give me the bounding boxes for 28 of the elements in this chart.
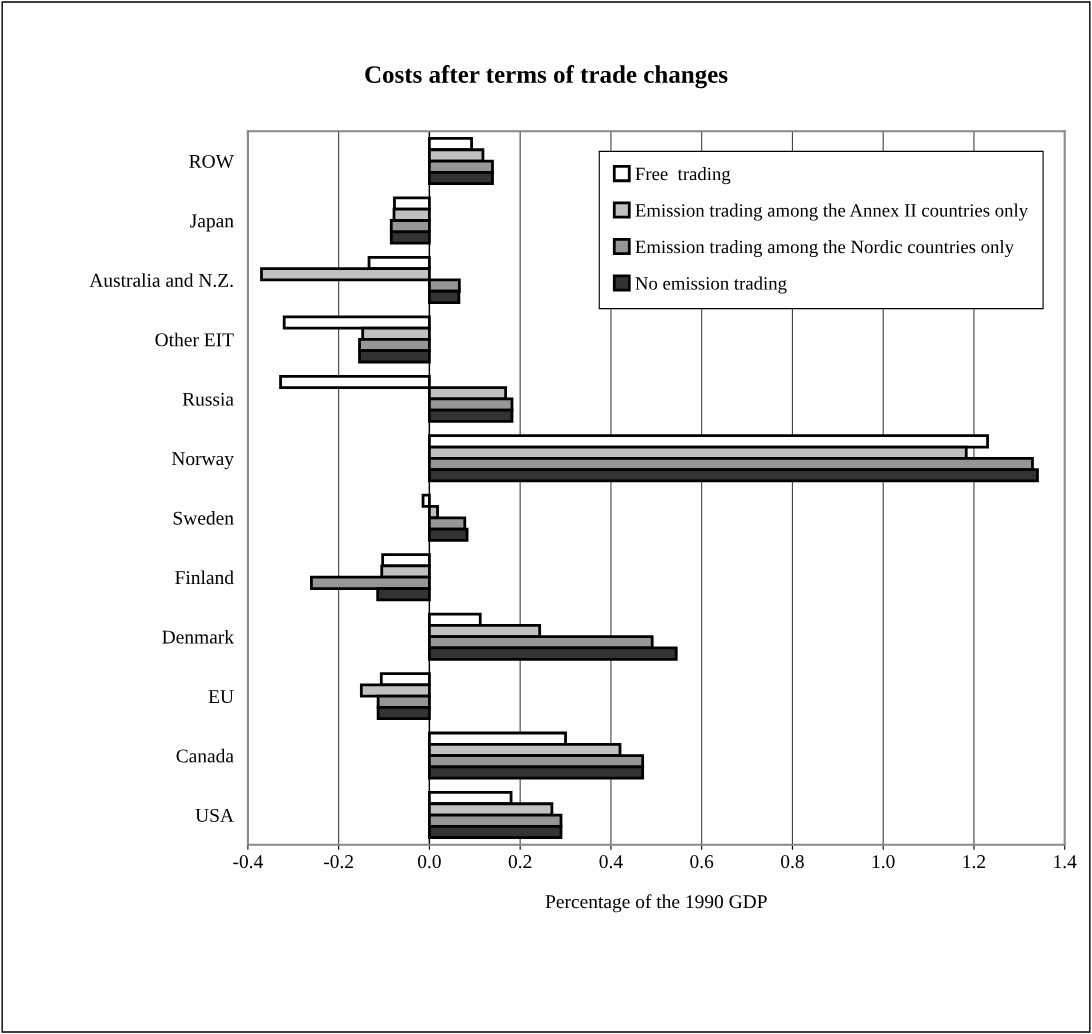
y-tick-label: Finland [175,570,234,585]
y-tick-label: EU [208,690,234,704]
x-tick-label: -0.2 [323,855,353,869]
y-tick-label: Canada [176,748,234,763]
x-tick-label: 0.6 [690,855,714,869]
x-tick-label: 0.0 [417,855,441,869]
y-tick-label: Sweden [173,511,234,525]
x-tick-label: 1.4 [1054,855,1077,869]
legend-label: Emission trading among the Annex II countries only [635,203,1028,221]
y-tick-label: Norway [171,452,234,470]
y-tick-label: Denmark [162,629,234,644]
legend-label: No emission trading [635,276,787,294]
x-axis-title: Percentage of the 1990 GDP [545,894,767,913]
x-tick-label: 0.8 [781,855,804,869]
y-tick-label: Other EIT [155,332,234,347]
x-tick-label: 0.4 [599,855,623,869]
y-tick-label: ROW [189,154,234,169]
x-tick-label: 1.2 [963,855,986,869]
y-tick-label: Russia [182,392,234,406]
legend-label: Free trading [635,167,731,185]
y-tick-label: Australia and N.Z. [89,273,233,287]
y-tick-label: USA [195,808,234,822]
x-tick-label: -0.4 [233,855,263,869]
chart-title: Costs after terms of trade changes [365,65,728,89]
x-tick-label: 0.2 [508,855,532,869]
y-tick-label: Japan [190,214,234,232]
legend-label: Emission trading among the Nordic countries only [635,240,1014,258]
x-tick-label: 1.0 [872,855,895,869]
